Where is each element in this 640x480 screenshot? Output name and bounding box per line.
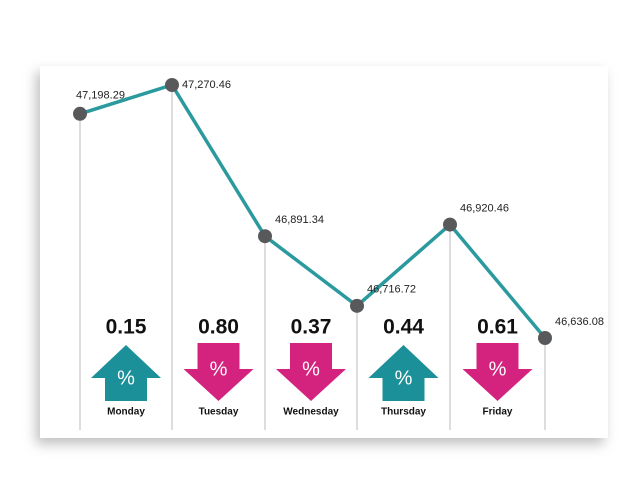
change-value: 0.80 [198, 316, 239, 339]
up-arrow [368, 345, 439, 401]
value-label: 47,198.29 [76, 90, 125, 102]
point [443, 217, 457, 232]
day-label: Wednesday [283, 407, 339, 418]
value-label: 46,920.46 [460, 202, 509, 214]
change-value: 0.37 [291, 316, 332, 339]
change-value: 0.44 [383, 316, 424, 339]
percent-symbol: % [117, 367, 135, 389]
change-value: 0.15 [106, 316, 147, 339]
percent-symbol: % [302, 358, 320, 380]
down-arrow [183, 343, 254, 401]
day-label: Thursday [381, 407, 426, 418]
point [538, 331, 552, 345]
change-value: 0.61 [477, 316, 518, 339]
percent-symbol: % [489, 358, 507, 380]
value-label: 46,891.34 [275, 214, 324, 226]
point [258, 229, 272, 244]
value-label: 47,270.46 [182, 79, 231, 91]
down-arrow [462, 343, 533, 401]
day-label: Friday [482, 407, 512, 418]
up-arrow [91, 345, 161, 401]
day-label: Monday [107, 407, 145, 418]
point [165, 78, 179, 92]
percent-symbol: % [395, 367, 413, 389]
value-label: 46,716.72 [367, 284, 416, 296]
percent-symbol: % [210, 358, 228, 380]
day-label: Tuesday [199, 407, 239, 418]
line [79, 82, 547, 340]
point [350, 298, 364, 313]
point [73, 106, 87, 121]
value-label: 46,636.08 [555, 316, 604, 328]
down-arrow [276, 343, 346, 401]
